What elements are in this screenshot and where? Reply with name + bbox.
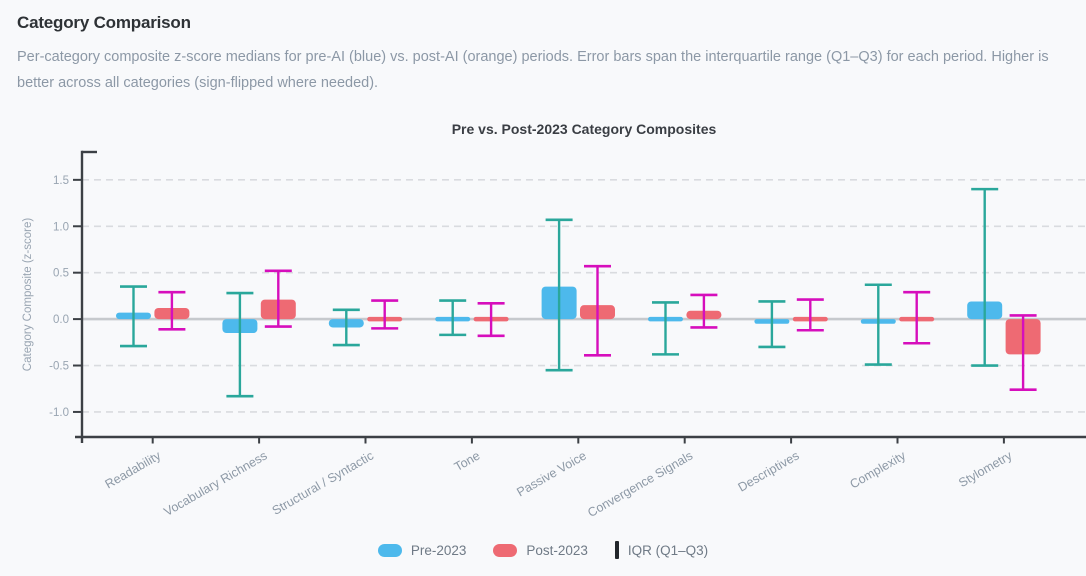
legend-swatch-pre-2023-icon bbox=[377, 543, 402, 557]
x-category-label: Tone bbox=[452, 448, 483, 474]
y-tick-label: 1.0 bbox=[53, 221, 69, 233]
x-category-label: Vocabulary Richness bbox=[162, 448, 270, 518]
legend-swatch-post-2023-icon bbox=[493, 543, 518, 557]
legend-label-post-2023: Post-2023 bbox=[526, 542, 588, 558]
x-category-label: Structural / Syntactic bbox=[270, 448, 376, 517]
legend-item-iqr[interactable]: IQR (Q1–Q3) bbox=[614, 541, 709, 559]
chart-title: Pre vs. Post-2023 Category Composites bbox=[451, 121, 717, 137]
legend-label-iqr: IQR (Q1–Q3) bbox=[627, 542, 709, 558]
x-category-label: Readability bbox=[103, 448, 164, 491]
y-tick-label: -1.0 bbox=[49, 407, 69, 419]
legend-item-post-2023[interactable]: Post-2023 bbox=[493, 543, 588, 558]
iqr-mark-icon bbox=[614, 541, 619, 559]
x-category-label: Convergence Signals bbox=[585, 448, 695, 520]
y-axis-label: Category Composite (z-score) bbox=[22, 218, 34, 372]
x-category-label: Descriptives bbox=[736, 448, 802, 494]
y-tick-label: 0.5 bbox=[53, 268, 69, 280]
legend-label-pre-2023: Pre-2023 bbox=[410, 542, 467, 558]
x-category-label: Passive Voice bbox=[514, 448, 588, 499]
page-description: Per-category composite z-score medians f… bbox=[17, 49, 1049, 91]
y-tick-label: 0.0 bbox=[53, 314, 69, 326]
x-category-label: Complexity bbox=[847, 448, 908, 491]
page-title: Category Comparison bbox=[17, 13, 191, 32]
y-tick-label: -0.5 bbox=[49, 361, 69, 373]
chart-legend: Pre-2023 Post-2023 IQR (Q1–Q3) bbox=[0, 541, 1086, 559]
y-tick-label: 1.5 bbox=[53, 175, 69, 187]
legend-item-pre-2023[interactable]: Pre-2023 bbox=[377, 542, 467, 558]
x-category-label: Stylometry bbox=[956, 448, 1015, 490]
